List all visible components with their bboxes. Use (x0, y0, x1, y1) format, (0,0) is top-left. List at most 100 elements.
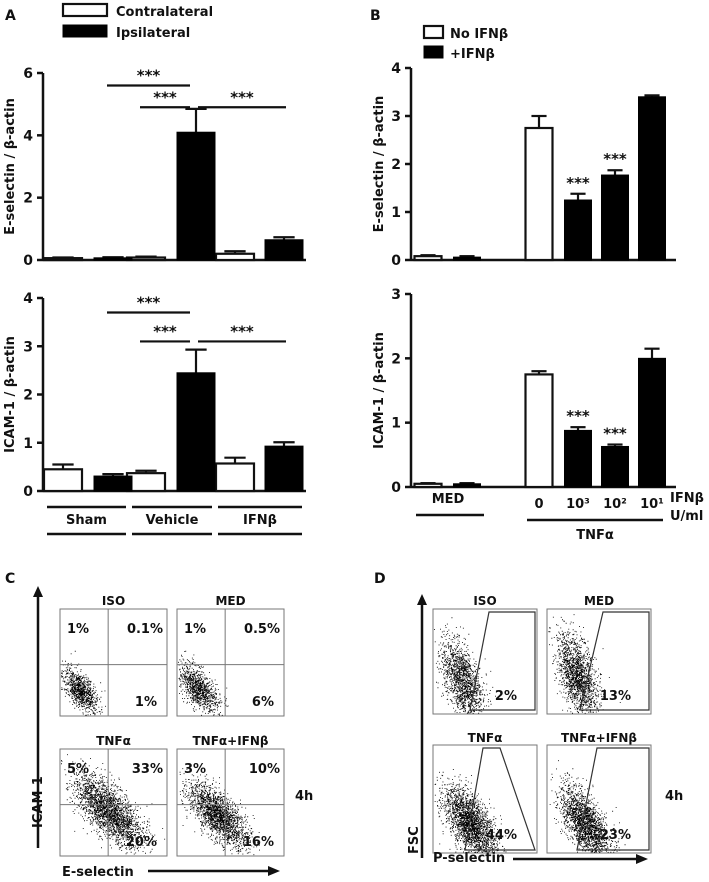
gate-polygon (464, 747, 536, 851)
y-tick-label: 1 (391, 205, 401, 221)
y-tick-label: 2 (23, 388, 33, 404)
gate-pct: 23% (600, 828, 631, 843)
bar-filled (264, 445, 304, 492)
c-x-arrow-head (268, 866, 280, 876)
dot-cloud (434, 617, 496, 714)
quadrant-pct-ul: 1% (184, 622, 206, 637)
significance-label: *** (230, 88, 254, 106)
flow-dot-cloud (179, 768, 260, 856)
quadrant-pct-ul: 5% (67, 762, 89, 777)
bar-open (413, 255, 443, 262)
flow-plot-title: MED (584, 594, 614, 608)
dot-cloud (178, 650, 229, 716)
bar-filled (601, 174, 629, 261)
y-tick-label: 0 (391, 480, 401, 496)
quadrant-pct-ur: 33% (132, 762, 163, 777)
bar-filled (93, 475, 133, 492)
dot-cloud (549, 760, 626, 853)
significance-label: *** (153, 88, 177, 106)
significance-label: *** (566, 407, 590, 425)
flow-plot-title: ISO (102, 594, 125, 608)
bar-open (524, 126, 554, 262)
bar-filled (601, 445, 629, 488)
bar-open (42, 468, 84, 493)
significance-label: *** (230, 322, 254, 340)
dose-label: 10¹ (640, 497, 664, 512)
dot-cloud (179, 768, 260, 856)
dose-label: 0 (534, 497, 543, 512)
legend-swatch (423, 45, 444, 59)
gate-pct: 13% (600, 689, 631, 704)
bar-filled (564, 429, 592, 488)
dot-cloud (61, 650, 106, 716)
bar-open (214, 462, 256, 493)
bar-filled (264, 239, 304, 261)
y-tick-label: 3 (23, 339, 33, 355)
c-time-label: 4h (295, 789, 313, 804)
significance-label: *** (137, 66, 161, 84)
x-label-med: MED (432, 492, 465, 507)
d-x-arrow-head (636, 854, 648, 864)
bar-filled (453, 256, 481, 261)
panel-letter-a: A (5, 8, 16, 24)
y-axis-label: ICAM-1 / β-actin (3, 336, 18, 453)
y-tick-label: 2 (391, 157, 401, 173)
bar-filled (564, 199, 592, 261)
panel-letter-d: D (374, 571, 386, 587)
c-y-axis-label: ICAM-1 (31, 776, 46, 828)
y-axis-label: ICAM-1 / β-actin (372, 332, 387, 449)
flow-plot-title: TNFα+IFNβ (561, 731, 637, 745)
gate-polygon (576, 747, 650, 851)
y-tick-label: 2 (23, 191, 33, 207)
bar-open (524, 373, 554, 489)
quadrant-pct-lr: 1% (135, 695, 157, 710)
group-label: Sham (66, 513, 107, 528)
quadrant-pct-ul: 3% (184, 762, 206, 777)
bar-filled (93, 257, 133, 261)
bar-filled (638, 357, 666, 488)
y-tick-label: 3 (391, 109, 401, 125)
legend-label: Ipsilateral (116, 26, 190, 41)
bar-filled (176, 131, 216, 261)
flow-plot-title: TNFα+IFNβ (192, 734, 268, 748)
flow-dot-cloud (434, 617, 496, 714)
significance-label: *** (153, 322, 177, 340)
legend-swatch (61, 2, 109, 18)
y-tick-label: 0 (391, 253, 401, 269)
panel-letter-c: C (5, 571, 15, 587)
bar-filled (176, 372, 216, 492)
legend-label: Contralateral (116, 5, 213, 20)
flow-dot-cloud (434, 769, 507, 853)
c-y-arrow-head (33, 586, 43, 597)
d-y-arrow-head (417, 594, 427, 605)
bar-open (42, 257, 84, 262)
quadrant-pct-lr: 6% (252, 695, 274, 710)
gate-polygon (579, 611, 650, 711)
flow-dot-cloud (178, 650, 229, 716)
significance-label: *** (566, 174, 590, 192)
flow-dot-cloud (61, 650, 106, 716)
flow-plot-title: TNFα (96, 734, 131, 748)
y-tick-label: 4 (23, 128, 33, 144)
legend-swatch (422, 24, 445, 40)
legend-label: +IFNβ (450, 47, 495, 62)
treatment-label: TNFα (576, 528, 614, 543)
quadrant-pct-ul: 1% (67, 622, 89, 637)
y-tick-label: 4 (391, 61, 401, 77)
bar-open (125, 472, 167, 493)
flow-plot-title: ISO (473, 594, 496, 608)
quadrant-pct-ur: 0.1% (127, 622, 163, 637)
y-axis-label: E-selectin / β-actin (372, 96, 387, 233)
y-tick-label: 3 (391, 287, 401, 303)
quadrant-pct-ur: 10% (249, 762, 280, 777)
d-time-label: 4h (665, 789, 683, 804)
bar-open (214, 252, 256, 262)
panel-letter-b: B (370, 8, 381, 24)
y-axis-label: E-selectin / β-actin (3, 98, 18, 235)
quadrant-pct-lr: 20% (126, 835, 157, 850)
y-tick-label: 0 (23, 253, 33, 269)
d-y-axis-label: FSC (407, 826, 422, 854)
bar-open (413, 482, 443, 489)
significance-label: *** (603, 150, 627, 168)
quadrant-pct-ur: 0.5% (244, 622, 280, 637)
